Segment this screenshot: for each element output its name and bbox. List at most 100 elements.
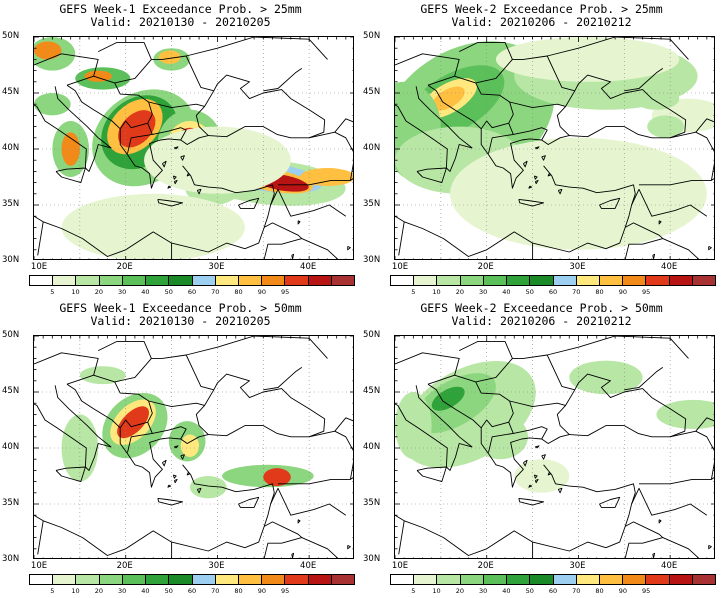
- coastline-border: [162, 160, 167, 168]
- coastline-border: [291, 552, 295, 558]
- coastline-border: [547, 173, 552, 177]
- panel-valid-date: Valid: 20210130 - 20210205: [90, 314, 271, 328]
- longitude-label: 10E: [30, 262, 48, 272]
- colorbar-swatch: [238, 575, 263, 584]
- longitude-label: 10E: [30, 561, 48, 571]
- coastline-border: [34, 464, 275, 556]
- colorbar-label: 30: [118, 288, 127, 296]
- coastline-border: [509, 400, 566, 408]
- colorbar-label: 50: [525, 587, 534, 595]
- latitude-label: 35N: [363, 498, 381, 508]
- latitude-label: 35N: [2, 199, 20, 209]
- coastline-border: [427, 383, 576, 488]
- coastline-border: [528, 484, 533, 488]
- colorbar-swatch: [692, 276, 716, 285]
- coastline-border: [127, 422, 153, 453]
- coastline-border: [475, 381, 514, 429]
- coastline-border: [148, 101, 205, 109]
- coastline-border: [528, 185, 533, 189]
- coastline-border: [395, 86, 473, 172]
- colorbar-label: 50: [164, 587, 173, 595]
- coastline-border: [167, 484, 172, 488]
- colorbar-swatch: [530, 276, 554, 285]
- coastline-border: [114, 82, 153, 130]
- map-svg: [395, 336, 714, 558]
- panel-title: GEFS Week-2 Exceedance Prob. > 50mm: [420, 301, 663, 315]
- colorbar-swatch: [262, 575, 286, 584]
- coastline-border: [347, 544, 351, 550]
- colorbar-label: 40: [141, 288, 150, 296]
- coastline-border: [395, 464, 636, 556]
- colorbar: [29, 275, 355, 286]
- longitude-label: 30E: [208, 262, 225, 272]
- colorbar-label: 60: [187, 587, 197, 595]
- coastline-border: [416, 167, 447, 184]
- colorbar-label: 60: [548, 288, 558, 296]
- coastline-border: [557, 188, 563, 195]
- latitude-label: 40N: [363, 442, 381, 452]
- map-svg: [395, 37, 714, 259]
- probability-area: [633, 87, 680, 110]
- coastline-border: [523, 459, 528, 467]
- coastline-border: [173, 445, 179, 449]
- colorbar-swatch: [30, 575, 54, 584]
- probability-area: [144, 126, 291, 194]
- probability-area: [656, 399, 714, 429]
- coastline-border: [173, 146, 179, 150]
- coastline-border: [114, 381, 153, 429]
- colorbar-swatch: [599, 276, 624, 285]
- coastline-border: [34, 385, 112, 471]
- probability-area: [431, 386, 465, 411]
- coastline-border: [395, 385, 473, 471]
- longitude-label: 40E: [661, 561, 678, 571]
- probability-area: [158, 50, 181, 64]
- coastline-border: [173, 478, 178, 484]
- latitude-label: 35N: [2, 498, 20, 508]
- colorbar-label: 40: [502, 288, 511, 296]
- longitude-label: 20E: [116, 561, 133, 571]
- map-svg: [34, 336, 353, 558]
- colorbar-label: 70: [211, 288, 220, 296]
- coastline-border: [196, 487, 202, 494]
- colorbar-swatch: [169, 276, 193, 285]
- coastline-border: [66, 84, 215, 189]
- coastline-border: [34, 53, 99, 77]
- coastline-border: [534, 179, 539, 185]
- latitude-label: 45N: [2, 87, 20, 97]
- latitude-label: 50N: [2, 31, 20, 41]
- coastline-border: [297, 220, 301, 225]
- colorbar-swatch: [285, 276, 309, 285]
- coastline-border: [459, 42, 513, 60]
- map-area: [33, 36, 354, 260]
- colorbar-label: 30: [479, 587, 488, 595]
- coastline-border: [208, 373, 326, 438]
- coastline-border: [534, 478, 539, 484]
- colorbar-label: 95: [642, 288, 651, 296]
- colorbar-swatch: [483, 276, 508, 285]
- coastline-border: [196, 188, 202, 195]
- coastline-border: [157, 198, 184, 207]
- coastline-border: [263, 521, 303, 558]
- colorbar-label: 70: [211, 587, 220, 595]
- longitude-label: 30E: [569, 262, 586, 272]
- colorbar-swatch: [308, 575, 332, 584]
- colorbar-label: 40: [141, 587, 150, 595]
- map-panel: GEFS Week-1 Exceedance Prob. > 50mm Valid…: [0, 299, 361, 598]
- latitude-label: 50N: [2, 330, 20, 340]
- coastline-border: [180, 454, 185, 460]
- coastline-border: [34, 352, 99, 376]
- coastline-border: [652, 253, 656, 259]
- colorbar-label: 10: [71, 587, 80, 595]
- longitude-label: 10E: [391, 561, 409, 571]
- colorbar-label: 50: [164, 288, 173, 296]
- coastline-border: [708, 245, 712, 251]
- colorbar-label: 10: [432, 587, 441, 595]
- latitude-label: 45N: [363, 386, 381, 396]
- colorbar-swatch: [414, 276, 438, 285]
- longitude-label: 20E: [477, 262, 494, 272]
- probability-area: [79, 366, 126, 385]
- colorbar-swatch: [53, 575, 77, 584]
- coastline-border: [695, 118, 714, 133]
- probability-area: [180, 434, 200, 457]
- colorbar-swatch: [215, 276, 239, 285]
